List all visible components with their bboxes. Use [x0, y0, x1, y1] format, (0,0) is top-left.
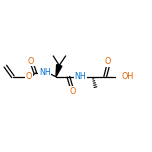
Text: O: O: [26, 72, 32, 81]
Text: O: O: [28, 57, 34, 66]
Polygon shape: [56, 65, 62, 77]
Text: NH: NH: [39, 68, 51, 78]
Text: O: O: [105, 57, 111, 66]
Text: OH: OH: [122, 72, 134, 81]
Text: NH: NH: [75, 72, 86, 81]
Text: O: O: [69, 87, 76, 96]
